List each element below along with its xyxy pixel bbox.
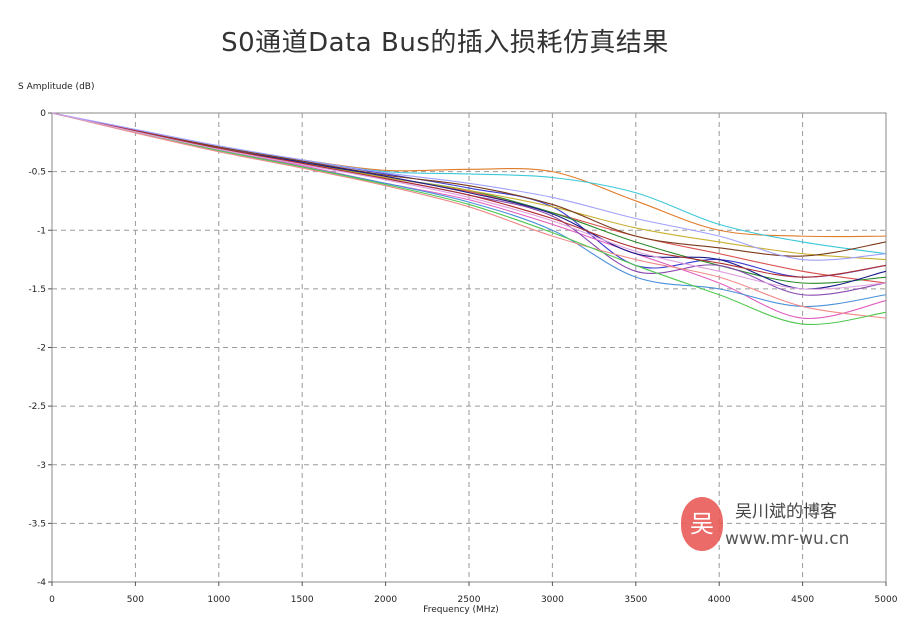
y-tick-label: -4 <box>37 578 46 588</box>
chart-title: S0通道Data Bus的插入损耗仿真结果 <box>221 28 669 58</box>
x-tick-label: 2000 <box>374 595 397 605</box>
x-tick-label: 4000 <box>708 595 731 605</box>
chart-ticks: 0 500 1000 1500 2000 2500 3000 3500 4000 4500 5000… <box>28 109 897 605</box>
y-tick-label: -3.5 <box>28 519 46 529</box>
x-tick-label: 3000 <box>541 595 564 605</box>
x-tick-label: 0 <box>49 595 55 605</box>
series-line <box>51 112 887 278</box>
x-tick-label: 3500 <box>624 595 647 605</box>
series-line <box>51 112 887 326</box>
y-tick-label: -2.5 <box>28 402 46 412</box>
series-line <box>51 112 887 257</box>
x-tick-label: 2500 <box>458 595 481 605</box>
y-tick-label: -3 <box>37 461 46 471</box>
series-line <box>51 112 887 319</box>
series-line <box>51 112 887 261</box>
x-tick-label: 5000 <box>875 595 898 605</box>
y-axis-label: S Amplitude (dB) <box>18 82 95 92</box>
chart-series <box>51 112 887 326</box>
chart-grid <box>51 112 887 583</box>
x-axis-label: Frequency (MHz) <box>423 605 499 615</box>
x-tick-label: 1000 <box>207 595 230 605</box>
watermark-name: 吴川斌的博客 <box>735 502 837 522</box>
series-line <box>51 112 887 290</box>
y-tick-label: -1 <box>37 226 46 236</box>
x-tick-label: 500 <box>127 595 144 605</box>
y-tick-label: -0.5 <box>28 168 46 178</box>
watermark-url: www.mr-wu.cn <box>725 529 850 549</box>
y-tick-label: -1.5 <box>28 285 46 295</box>
watermark-logo: 吴 <box>681 497 723 551</box>
x-tick-label: 1500 <box>291 595 314 605</box>
y-tick-label: -2 <box>37 344 46 354</box>
y-tick-label: 0 <box>40 109 46 119</box>
x-tick-label: 4500 <box>791 595 814 605</box>
watermark: 吴 吴川斌的博客 www.mr-wu.cn <box>681 493 871 555</box>
